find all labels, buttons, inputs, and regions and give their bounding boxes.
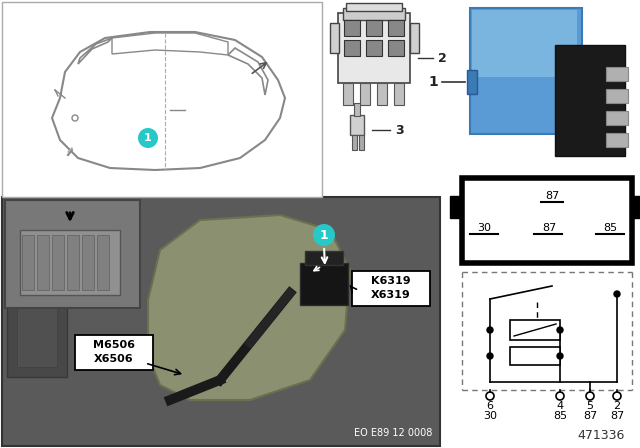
- Bar: [607, 112, 628, 125]
- Bar: [366, 40, 382, 56]
- Bar: [22, 235, 34, 290]
- Text: 1: 1: [144, 133, 152, 143]
- Bar: [17, 267, 57, 367]
- Bar: [350, 115, 364, 135]
- Bar: [5, 200, 140, 308]
- Bar: [20, 230, 120, 295]
- Text: EO E89 12 0008: EO E89 12 0008: [354, 428, 432, 438]
- Bar: [632, 196, 640, 218]
- Text: 87: 87: [583, 411, 597, 421]
- Bar: [2, 197, 440, 446]
- Bar: [338, 13, 410, 83]
- Text: X6319: X6319: [371, 290, 411, 300]
- Bar: [300, 263, 348, 305]
- Text: 85: 85: [603, 223, 617, 233]
- Bar: [343, 83, 353, 105]
- Bar: [556, 45, 625, 156]
- Text: X6506: X6506: [94, 354, 134, 364]
- Bar: [510, 320, 560, 340]
- Bar: [7, 257, 67, 377]
- Bar: [388, 20, 404, 36]
- Text: 87: 87: [610, 411, 624, 421]
- Bar: [388, 40, 404, 56]
- Bar: [467, 70, 477, 94]
- Bar: [366, 20, 382, 36]
- Circle shape: [313, 224, 335, 246]
- Text: 30: 30: [477, 223, 491, 233]
- Bar: [394, 83, 404, 105]
- Bar: [330, 23, 339, 53]
- Bar: [472, 10, 577, 77]
- Bar: [450, 196, 462, 218]
- Circle shape: [487, 327, 493, 333]
- Text: 30: 30: [483, 411, 497, 421]
- Text: 1: 1: [428, 75, 438, 89]
- Bar: [607, 90, 628, 103]
- Bar: [410, 23, 419, 53]
- Text: 1: 1: [319, 228, 328, 241]
- Bar: [344, 20, 360, 36]
- Text: K6319: K6319: [371, 276, 411, 286]
- Bar: [305, 251, 343, 265]
- Bar: [346, 3, 402, 11]
- Bar: [52, 235, 64, 290]
- Bar: [354, 103, 360, 116]
- Bar: [607, 67, 628, 82]
- Bar: [97, 235, 109, 290]
- Text: 85: 85: [553, 411, 567, 421]
- Polygon shape: [148, 215, 350, 400]
- Bar: [344, 40, 360, 56]
- Text: M6506: M6506: [93, 340, 135, 350]
- Bar: [82, 235, 94, 290]
- Bar: [67, 235, 79, 290]
- Bar: [352, 135, 357, 150]
- Text: 5: 5: [586, 401, 593, 411]
- Text: 6: 6: [486, 401, 493, 411]
- Bar: [359, 135, 364, 150]
- Bar: [2, 2, 322, 197]
- Text: 2: 2: [438, 52, 447, 65]
- Circle shape: [138, 128, 158, 148]
- Circle shape: [557, 353, 563, 359]
- Text: 87: 87: [542, 223, 556, 233]
- Bar: [377, 83, 387, 105]
- Text: 471336: 471336: [578, 429, 625, 442]
- Text: 3: 3: [395, 124, 404, 137]
- Bar: [352, 271, 430, 306]
- Text: 87: 87: [545, 191, 559, 201]
- Bar: [462, 272, 632, 390]
- Bar: [607, 134, 628, 147]
- Circle shape: [557, 327, 563, 333]
- Text: 4: 4: [556, 401, 564, 411]
- Text: 2: 2: [613, 401, 621, 411]
- Bar: [37, 235, 49, 290]
- Bar: [360, 83, 370, 105]
- Bar: [462, 178, 632, 263]
- Bar: [343, 8, 405, 20]
- Circle shape: [487, 353, 493, 359]
- Bar: [75, 335, 153, 370]
- Bar: [510, 347, 560, 365]
- Circle shape: [614, 291, 620, 297]
- Bar: [470, 8, 582, 134]
